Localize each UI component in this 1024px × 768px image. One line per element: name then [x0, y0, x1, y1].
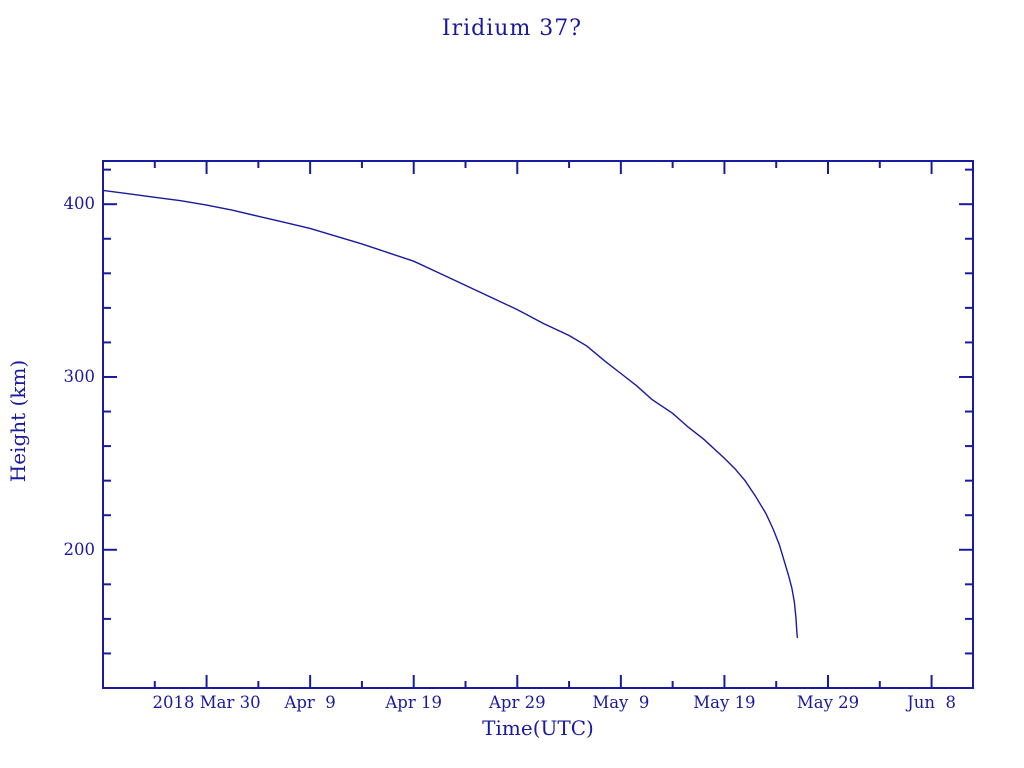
y-tick-label: 200	[63, 539, 96, 559]
x-tick-label: May 19	[693, 693, 756, 712]
x-tick-label: May 29	[796, 693, 860, 712]
decay-curve	[102, 189, 799, 638]
x-tick-label: 2018 Mar 30	[152, 693, 261, 712]
y-tick-label: 400	[63, 194, 96, 214]
x-tick-label: Apr 29	[488, 693, 546, 712]
x-tick-label: May 9	[592, 693, 650, 712]
x-tick-label: Jun 8	[907, 693, 956, 712]
y-axis-title: Height (km)	[6, 359, 30, 483]
x-tick-label: Apr 9	[284, 693, 336, 712]
chart-title: Iridium 37?	[441, 16, 583, 41]
y-tick-label: 300	[63, 366, 96, 386]
x-tick-label: Apr 19	[385, 693, 442, 712]
plot-border	[102, 160, 974, 689]
x-axis-title: Time(UTC)	[482, 716, 594, 740]
